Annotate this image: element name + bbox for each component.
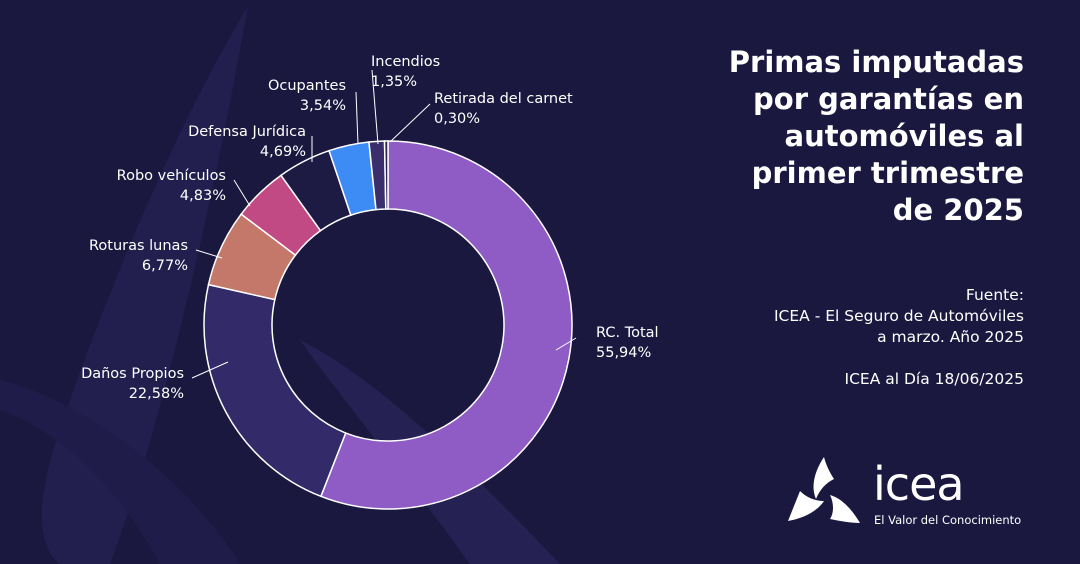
logo-wordmark: icea: [873, 457, 965, 511]
leader-line-incendios: [371, 69, 379, 145]
title-line-3: automóviles al: [784, 119, 1024, 153]
leader-line-retirada-del-carnet: [389, 103, 431, 143]
slice-label-roturas-lunas: Roturas lunas: [89, 238, 188, 254]
chart-title: Primas imputadas por garantías en automó…: [694, 44, 1024, 229]
icea-logo: icea El Valor del Conocimiento: [786, 455, 1036, 535]
slice-value-defensa-juridica: 4,69%: [260, 144, 306, 160]
slice-label-retirada-del-carnet: Retirada del carnet: [434, 91, 573, 107]
slice-label-robo-vehiculos: Robo vehículos: [117, 168, 226, 184]
publication-date: ICEA al Día 18/06/2025: [844, 370, 1024, 388]
slice-value-danos-propios: 22,58%: [129, 386, 184, 402]
logo-tagline: El Valor del Conocimiento: [874, 513, 1022, 527]
slice-value-rc-total: 55,94%: [596, 345, 651, 361]
icea-triskelion-icon: [788, 457, 860, 523]
slice-value-roturas-lunas: 6,77%: [142, 258, 188, 274]
title-line-1: Primas imputadas: [728, 45, 1024, 79]
slice-label-incendios: Incendios: [371, 54, 440, 70]
title-line-4: primer trimestre: [751, 156, 1024, 190]
title-line-2: por garantías en: [753, 82, 1024, 116]
leader-line-ocupantes: [355, 91, 359, 145]
slice-rc-total: [319, 140, 573, 510]
donut-chart: RC. Total 55,94% Daños Propios 22,58% Rotura…: [81, 54, 659, 510]
slice-danos-propios: [203, 283, 347, 498]
slice-value-robo-vehiculos: 4,83%: [180, 188, 226, 204]
leader-line-robo-vehiculos: [233, 179, 251, 207]
leader-line-danos-propios: [191, 361, 229, 379]
slice-label-ocupantes: Ocupantes: [268, 78, 346, 94]
source-line-1: Fuente:: [965, 286, 1024, 304]
slice-label-rc-total: RC. Total: [596, 325, 659, 341]
slice-label-defensa-juridica: Defensa Jurídica: [188, 124, 306, 140]
source-line-2: ICEA - El Seguro de Automóviles: [773, 307, 1024, 325]
slice-value-ocupantes: 3,54%: [300, 98, 346, 114]
slice-label-danos-propios: Daños Propios: [81, 366, 184, 382]
leader-line-roturas-lunas: [195, 249, 223, 259]
leader-line-rc-total: [555, 337, 577, 351]
slice-value-retirada-del-carnet: 0,30%: [434, 111, 480, 127]
slice-value-incendios: 1,35%: [371, 74, 417, 90]
source-line-3: a marzo. Año 2025: [877, 328, 1024, 346]
source-note: Fuente: ICEA - El Seguro de Automóviles …: [694, 285, 1024, 348]
slice-retirada-del-carnet: [383, 140, 389, 210]
title-line-5: de 2025: [892, 193, 1024, 227]
